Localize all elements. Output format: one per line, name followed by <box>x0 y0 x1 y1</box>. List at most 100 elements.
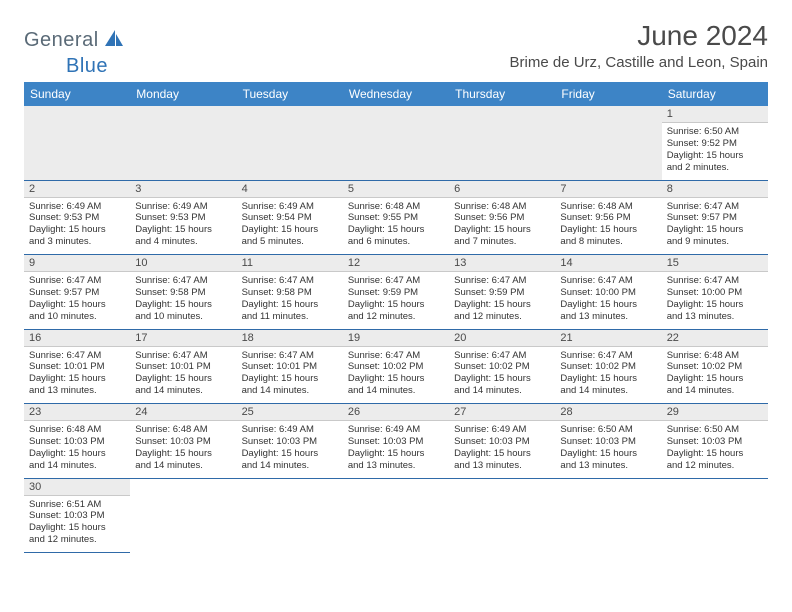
daylight-text-2: and 12 minutes. <box>454 311 550 323</box>
sunrise-text: Sunrise: 6:49 AM <box>242 424 338 436</box>
daylight-text-2: and 13 minutes. <box>560 460 656 472</box>
page-header: General June 2024 Brime de Urz, Castille… <box>24 20 768 71</box>
calendar-cell: 14Sunrise: 6:47 AMSunset: 10:00 PMDaylig… <box>555 255 661 330</box>
calendar-cell: 18Sunrise: 6:47 AMSunset: 10:01 PMDaylig… <box>237 329 343 404</box>
daylight-text-2: and 10 minutes. <box>29 311 125 323</box>
sunset-text: Sunset: 10:03 PM <box>135 436 231 448</box>
day-sun-data: Sunrise: 6:47 AMSunset: 10:01 PMDaylight… <box>237 347 343 404</box>
daylight-text-1: Daylight: 15 hours <box>348 373 444 385</box>
sunrise-text: Sunrise: 6:47 AM <box>242 350 338 362</box>
daylight-text-1: Daylight: 15 hours <box>29 448 125 460</box>
sunset-text: Sunset: 9:58 PM <box>242 287 338 299</box>
sunset-text: Sunset: 9:59 PM <box>348 287 444 299</box>
calendar-cell: 11Sunrise: 6:47 AMSunset: 9:58 PMDayligh… <box>237 255 343 330</box>
sunrise-text: Sunrise: 6:49 AM <box>242 201 338 213</box>
daylight-text-2: and 14 minutes. <box>454 385 550 397</box>
daylight-text-2: and 13 minutes. <box>454 460 550 472</box>
day-sun-data: Sunrise: 6:49 AMSunset: 9:53 PMDaylight:… <box>130 198 236 255</box>
calendar-week-row: 9Sunrise: 6:47 AMSunset: 9:57 PMDaylight… <box>24 255 768 330</box>
day-sun-data: Sunrise: 6:49 AMSunset: 9:54 PMDaylight:… <box>237 198 343 255</box>
daylight-text-2: and 8 minutes. <box>560 236 656 248</box>
daylight-text-1: Daylight: 15 hours <box>135 224 231 236</box>
calendar-cell: 2Sunrise: 6:49 AMSunset: 9:53 PMDaylight… <box>24 180 130 255</box>
brand-text-general: General <box>24 29 99 52</box>
daylight-text-2: and 12 minutes. <box>29 534 125 546</box>
daylight-text-2: and 14 minutes. <box>135 385 231 397</box>
weekday-header: Friday <box>555 82 661 106</box>
sunset-text: Sunset: 9:56 PM <box>560 212 656 224</box>
day-sun-data: Sunrise: 6:48 AMSunset: 10:03 PMDaylight… <box>24 421 130 478</box>
calendar-week-row: 16Sunrise: 6:47 AMSunset: 10:01 PMDaylig… <box>24 329 768 404</box>
daylight-text-1: Daylight: 15 hours <box>242 373 338 385</box>
sunrise-text: Sunrise: 6:47 AM <box>135 350 231 362</box>
daylight-text-2: and 14 minutes. <box>348 385 444 397</box>
calendar-cell <box>237 106 343 180</box>
day-number: 8 <box>662 181 768 198</box>
calendar-week-row: 30Sunrise: 6:51 AMSunset: 10:03 PMDaylig… <box>24 478 768 553</box>
day-sun-data: Sunrise: 6:50 AMSunset: 10:03 PMDaylight… <box>555 421 661 478</box>
sunrise-text: Sunrise: 6:50 AM <box>667 126 763 138</box>
daylight-text-2: and 6 minutes. <box>348 236 444 248</box>
calendar-cell: 17Sunrise: 6:47 AMSunset: 10:01 PMDaylig… <box>130 329 236 404</box>
daylight-text-2: and 10 minutes. <box>135 311 231 323</box>
daylight-text-1: Daylight: 15 hours <box>242 224 338 236</box>
sunset-text: Sunset: 10:02 PM <box>667 361 763 373</box>
day-number: 1 <box>662 106 768 123</box>
day-number: 7 <box>555 181 661 198</box>
daylight-text-2: and 14 minutes. <box>560 385 656 397</box>
sunrise-text: Sunrise: 6:47 AM <box>29 275 125 287</box>
sunrise-text: Sunrise: 6:49 AM <box>348 424 444 436</box>
day-number: 21 <box>555 330 661 347</box>
day-sun-data: Sunrise: 6:48 AMSunset: 10:02 PMDaylight… <box>662 347 768 404</box>
calendar-cell: 20Sunrise: 6:47 AMSunset: 10:02 PMDaylig… <box>449 329 555 404</box>
weekday-header: Wednesday <box>343 82 449 106</box>
daylight-text-1: Daylight: 15 hours <box>454 224 550 236</box>
calendar-cell: 4Sunrise: 6:49 AMSunset: 9:54 PMDaylight… <box>237 180 343 255</box>
calendar-cell: 1Sunrise: 6:50 AMSunset: 9:52 PMDaylight… <box>662 106 768 180</box>
day-sun-data: Sunrise: 6:50 AMSunset: 10:03 PMDaylight… <box>662 421 768 478</box>
sunset-text: Sunset: 9:56 PM <box>454 212 550 224</box>
day-sun-data: Sunrise: 6:47 AMSunset: 10:00 PMDaylight… <box>555 272 661 329</box>
day-sun-data: Sunrise: 6:47 AMSunset: 10:00 PMDaylight… <box>662 272 768 329</box>
daylight-text-2: and 13 minutes. <box>560 311 656 323</box>
daylight-text-1: Daylight: 15 hours <box>560 224 656 236</box>
daylight-text-2: and 2 minutes. <box>667 162 763 174</box>
sunset-text: Sunset: 9:58 PM <box>135 287 231 299</box>
daylight-text-2: and 13 minutes. <box>29 385 125 397</box>
daylight-text-1: Daylight: 15 hours <box>348 224 444 236</box>
day-number: 10 <box>130 255 236 272</box>
sunrise-text: Sunrise: 6:47 AM <box>667 275 763 287</box>
calendar-cell: 5Sunrise: 6:48 AMSunset: 9:55 PMDaylight… <box>343 180 449 255</box>
calendar-cell: 22Sunrise: 6:48 AMSunset: 10:02 PMDaylig… <box>662 329 768 404</box>
daylight-text-1: Daylight: 15 hours <box>454 373 550 385</box>
calendar-cell: 27Sunrise: 6:49 AMSunset: 10:03 PMDaylig… <box>449 404 555 479</box>
sunset-text: Sunset: 10:03 PM <box>242 436 338 448</box>
daylight-text-1: Daylight: 15 hours <box>667 448 763 460</box>
sunrise-text: Sunrise: 6:47 AM <box>560 275 656 287</box>
month-title: June 2024 <box>510 20 768 52</box>
day-sun-data: Sunrise: 6:51 AMSunset: 10:03 PMDaylight… <box>24 496 130 553</box>
day-number: 22 <box>662 330 768 347</box>
day-sun-data: Sunrise: 6:47 AMSunset: 9:59 PMDaylight:… <box>449 272 555 329</box>
calendar-cell: 30Sunrise: 6:51 AMSunset: 10:03 PMDaylig… <box>24 478 130 553</box>
sunset-text: Sunset: 10:03 PM <box>29 436 125 448</box>
day-sun-data: Sunrise: 6:48 AMSunset: 9:55 PMDaylight:… <box>343 198 449 255</box>
day-number: 4 <box>237 181 343 198</box>
brand-logo: General <box>24 28 127 53</box>
daylight-text-1: Daylight: 15 hours <box>667 150 763 162</box>
day-number: 19 <box>343 330 449 347</box>
day-number: 12 <box>343 255 449 272</box>
daylight-text-2: and 4 minutes. <box>135 236 231 248</box>
sunrise-text: Sunrise: 6:47 AM <box>242 275 338 287</box>
daylight-text-2: and 14 minutes. <box>29 460 125 472</box>
daylight-text-1: Daylight: 15 hours <box>29 299 125 311</box>
sunrise-text: Sunrise: 6:48 AM <box>135 424 231 436</box>
calendar-cell <box>237 478 343 553</box>
brand-text-blue: Blue <box>66 55 108 77</box>
calendar-page: General June 2024 Brime de Urz, Castille… <box>0 0 792 573</box>
sunrise-text: Sunrise: 6:50 AM <box>667 424 763 436</box>
sunset-text: Sunset: 9:54 PM <box>242 212 338 224</box>
daylight-text-1: Daylight: 15 hours <box>135 373 231 385</box>
daylight-text-2: and 11 minutes. <box>242 311 338 323</box>
daylight-text-2: and 3 minutes. <box>29 236 125 248</box>
